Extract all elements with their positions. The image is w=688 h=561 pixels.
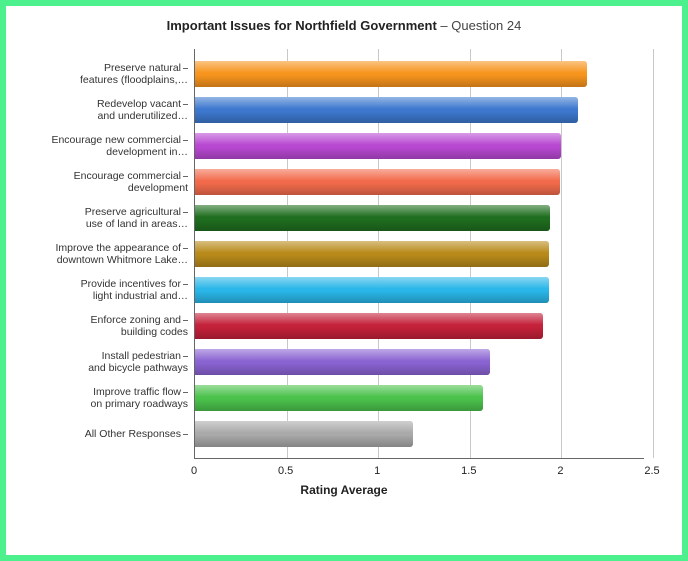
y-label-line: All Other Responses (28, 428, 188, 440)
chart-title: Important Issues for Northfield Governme… (24, 18, 664, 33)
y-label-line: Install pedestrian (28, 350, 188, 362)
x-tick-label: 2 (557, 465, 563, 477)
bar (195, 421, 413, 447)
bar (195, 133, 561, 159)
x-axis-title: Rating Average (24, 483, 664, 497)
plot-region (194, 49, 644, 459)
x-tick-label: 2.5 (644, 465, 659, 477)
y-label-line: light industrial and… (28, 290, 188, 302)
bar (195, 349, 490, 375)
y-label-line: development in… (28, 146, 188, 158)
bar (195, 61, 587, 87)
y-label-line: development (28, 182, 188, 194)
title-bold: Important Issues for Northfield Governme… (167, 18, 437, 33)
bar (195, 241, 549, 267)
y-label: Encourage new commercialdevelopment in… (28, 134, 188, 158)
y-label-line: Redevelop vacant (28, 98, 188, 110)
y-label: Preserve agriculturaluse of land in area… (28, 206, 188, 230)
y-label: Install pedestrianand bicycle pathways (28, 350, 188, 374)
bar (195, 169, 560, 195)
x-tick-label: 1 (374, 465, 380, 477)
x-tick-label: 0 (191, 465, 197, 477)
y-label-line: and underutilized… (28, 110, 188, 122)
y-label: Encourage commercialdevelopment (28, 170, 188, 194)
y-label-line: Improve the appearance of (28, 242, 188, 254)
y-label: Enforce zoning andbuilding codes (28, 314, 188, 338)
y-label-line: building codes (28, 326, 188, 338)
bar (195, 385, 483, 411)
y-label: Preserve naturalfeatures (floodplains,… (28, 62, 188, 86)
y-label: Provide incentives forlight industrial a… (28, 278, 188, 302)
y-label: Improve traffic flowon primary roadways (28, 386, 188, 410)
x-tick-label: 0.5 (278, 465, 293, 477)
y-label: Redevelop vacantand underutilized… (28, 98, 188, 122)
gridline (653, 49, 654, 458)
chart-area: Preserve naturalfeatures (floodplains,… R… (24, 39, 664, 499)
y-label: All Other Responses (28, 428, 188, 440)
y-label-line: Provide incentives for (28, 278, 188, 290)
y-label-line: Enforce zoning and (28, 314, 188, 326)
y-label-line: features (floodplains,… (28, 74, 188, 86)
bar (195, 313, 543, 339)
y-label-line: Encourage new commercial (28, 134, 188, 146)
y-label: Improve the appearance ofdowntown Whitmo… (28, 242, 188, 266)
bar (195, 277, 549, 303)
x-tick-label: 1.5 (461, 465, 476, 477)
title-rest: – Question 24 (437, 18, 522, 33)
y-label-line: Preserve natural (28, 62, 188, 74)
y-label-line: Encourage commercial (28, 170, 188, 182)
bar (195, 97, 578, 123)
y-label-line: and bicycle pathways (28, 362, 188, 374)
y-label-line: downtown Whitmore Lake… (28, 254, 188, 266)
y-label-line: Improve traffic flow (28, 386, 188, 398)
chart-frame: Important Issues for Northfield Governme… (0, 0, 688, 561)
bar (195, 205, 550, 231)
y-label-line: on primary roadways (28, 398, 188, 410)
y-label-line: Preserve agricultural (28, 206, 188, 218)
y-label-line: use of land in areas… (28, 218, 188, 230)
